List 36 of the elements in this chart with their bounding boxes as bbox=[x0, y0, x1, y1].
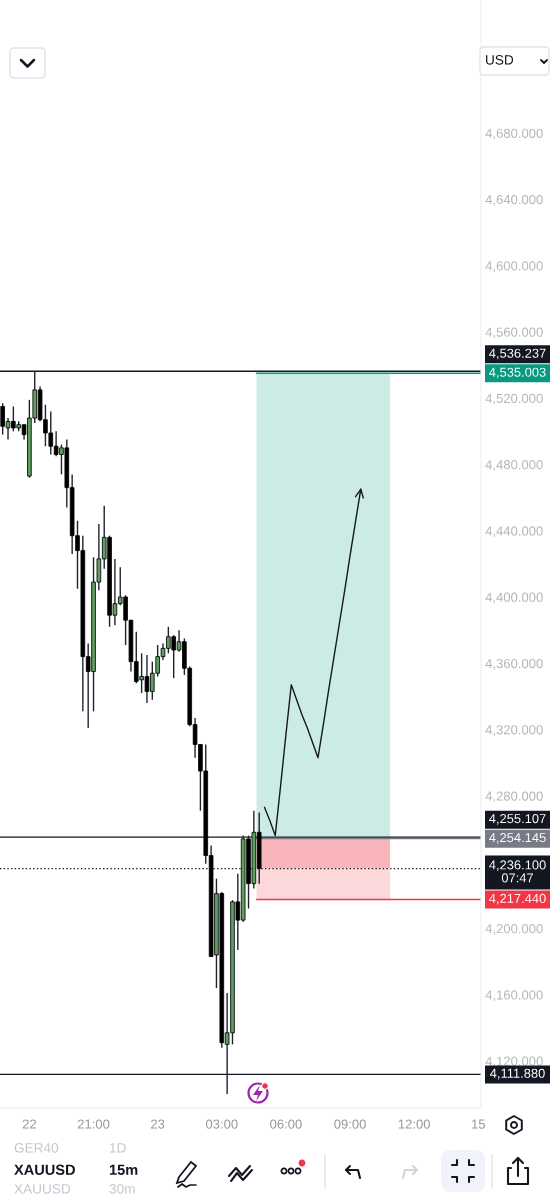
ref-line-label: 4,255.107 bbox=[489, 813, 546, 825]
text: USD bbox=[486, 55, 514, 65]
ref-line-label: 4,217.440 bbox=[489, 893, 546, 905]
ref-line-label: 4,236.100 07:47 bbox=[489, 860, 546, 883]
x-tick-label: 22 bbox=[22, 1119, 36, 1129]
text: XAUUSD bbox=[14, 1184, 71, 1194]
y-tick-label: 4,600.000 bbox=[485, 261, 543, 273]
y-tick-label: 4,400.000 bbox=[485, 592, 543, 604]
y-tick-label: 4,560.000 bbox=[485, 327, 543, 339]
x-tick-label: 06:00 bbox=[270, 1119, 302, 1129]
y-tick-label: 4,360.000 bbox=[485, 658, 543, 670]
x-tick-label: 12:00 bbox=[398, 1119, 431, 1129]
text: 1D bbox=[110, 1143, 126, 1153]
ref-line-label: 4,535.003 bbox=[489, 367, 546, 379]
x-tick-label: 09:00 bbox=[334, 1119, 366, 1129]
x-tick-label: 23 bbox=[151, 1119, 165, 1129]
text: 15m bbox=[109, 1164, 138, 1175]
x-tick-label: 21:00 bbox=[77, 1119, 110, 1129]
text: 30m bbox=[109, 1184, 135, 1194]
y-tick-label: 4,120.000 bbox=[485, 1056, 543, 1068]
y-tick-label: 4,280.000 bbox=[485, 791, 543, 803]
x-tick-label: 03:00 bbox=[205, 1119, 238, 1129]
y-tick-label: 4,480.000 bbox=[485, 460, 543, 471]
y-tick-label: 4,200.000 bbox=[485, 924, 543, 935]
y-tick-label: 4,520.000 bbox=[485, 393, 543, 405]
y-tick-label: 4,680.000 bbox=[485, 128, 543, 140]
x-tick-label: 15 bbox=[472, 1119, 486, 1129]
ref-line-label: 4,111.880 bbox=[490, 1068, 545, 1080]
text: GER40 bbox=[14, 1143, 59, 1153]
y-tick-label: 4,320.000 bbox=[485, 725, 543, 736]
ref-line-label: 4,536.237 bbox=[489, 348, 546, 360]
text: XAUUSD bbox=[14, 1164, 75, 1175]
y-tick-label: 4,160.000 bbox=[485, 990, 543, 1002]
ref-line-label: 4,254.145 bbox=[489, 832, 546, 844]
y-tick-label: 4,640.000 bbox=[485, 194, 543, 206]
y-tick-label: 4,440.000 bbox=[485, 526, 543, 538]
